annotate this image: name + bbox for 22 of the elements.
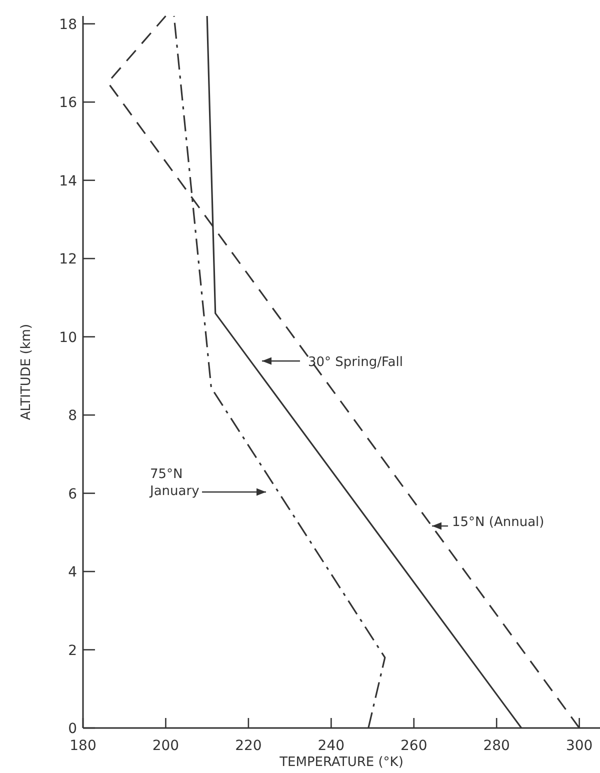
y-tick-label: 10 bbox=[59, 330, 77, 346]
annotation: 30° Spring/Fall bbox=[308, 355, 403, 370]
y-tick-label: 0 bbox=[68, 721, 77, 737]
y-tick-label: 8 bbox=[68, 408, 77, 424]
y-tick-label: 16 bbox=[59, 95, 78, 112]
y-tick-label: 18 bbox=[59, 16, 77, 33]
y-tick-label: 6 bbox=[68, 486, 78, 502]
y-tick-label: 12 bbox=[59, 252, 77, 268]
y-tick-label: 2 bbox=[68, 642, 77, 659]
annotation: 75°N January bbox=[149, 467, 200, 499]
x-tick-label: 280 bbox=[483, 738, 510, 754]
annotation: 15°N (Annual) bbox=[452, 515, 544, 530]
x-tick-label: 260 bbox=[400, 738, 428, 754]
y-axis-title: ALTITUDE (km) bbox=[19, 324, 34, 420]
x-tick-label: 180 bbox=[70, 738, 96, 754]
x-tick-label: 220 bbox=[235, 738, 262, 754]
y-tick-label: 4 bbox=[68, 564, 78, 581]
x-tick-label: 240 bbox=[318, 738, 345, 754]
y-tick-label: 14 bbox=[59, 173, 78, 190]
x-tick-label: 300 bbox=[566, 738, 593, 754]
x-axis-title: TEMPERATURE (°K) bbox=[278, 755, 404, 770]
x-tick-label: 200 bbox=[152, 738, 180, 754]
